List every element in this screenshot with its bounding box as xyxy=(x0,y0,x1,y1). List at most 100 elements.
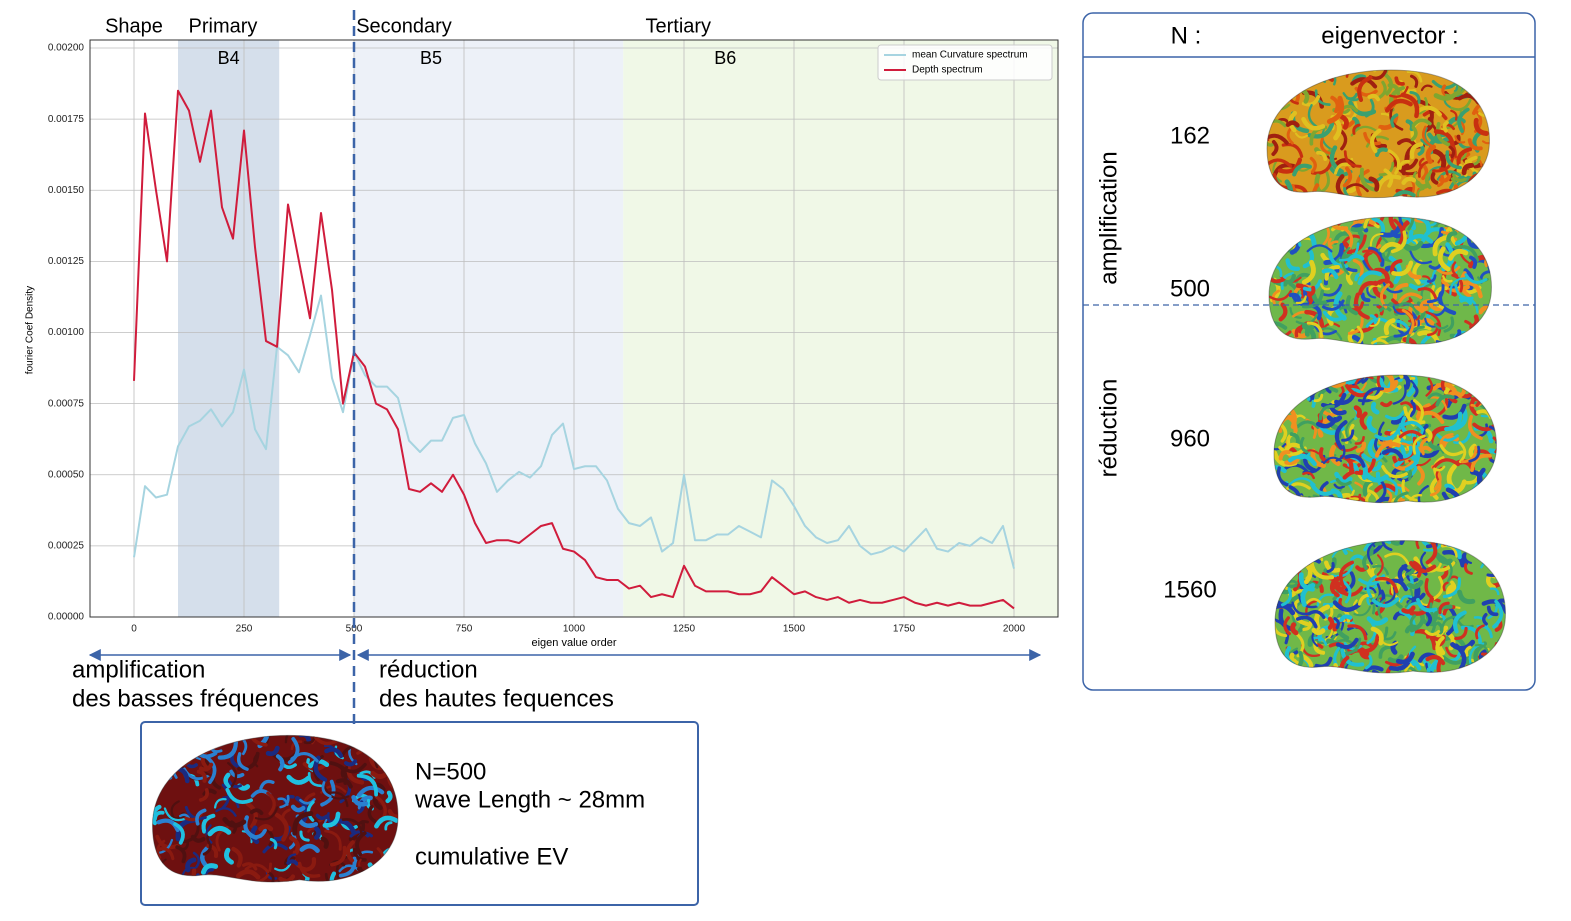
brain-fold xyxy=(204,755,217,784)
brain-fold xyxy=(1318,404,1335,421)
brain-fold xyxy=(1338,560,1355,587)
brain-fold xyxy=(1430,148,1447,170)
brain-fold xyxy=(335,778,353,789)
brain-fold xyxy=(1449,580,1457,595)
brain-fold xyxy=(254,806,279,821)
brain-fold xyxy=(1276,466,1292,488)
brain-fold xyxy=(1320,283,1343,297)
brain-fold xyxy=(1309,559,1335,580)
brain-fold xyxy=(1442,275,1453,283)
brain-fold xyxy=(1394,76,1405,86)
brain-fold xyxy=(1345,295,1359,316)
brain-fold xyxy=(1399,594,1413,603)
panel-n: 1560 xyxy=(1163,576,1216,603)
brain-fold xyxy=(1381,448,1404,460)
brain-fold xyxy=(1442,120,1449,133)
brain-fold xyxy=(1417,317,1437,329)
brain-fold xyxy=(1358,281,1379,296)
brain-fold xyxy=(1427,132,1450,144)
y-tick-label: 0.00200 xyxy=(48,43,85,54)
brain-fold xyxy=(339,762,367,774)
brain-fold xyxy=(355,831,367,857)
brain-fold xyxy=(1464,563,1473,575)
brain-fold xyxy=(330,845,347,867)
brain-fold xyxy=(274,862,292,872)
brain-fold xyxy=(1421,163,1429,181)
brain-fold xyxy=(1363,217,1383,229)
panel-n: 500 xyxy=(1170,275,1210,302)
brain-fold xyxy=(1368,246,1385,267)
brain-fold xyxy=(1441,555,1453,582)
brain-fold xyxy=(1327,616,1335,630)
band-name: Tertiary xyxy=(645,15,711,37)
band-name: Shape xyxy=(105,15,163,37)
brain-fold xyxy=(274,812,289,842)
brain-fold xyxy=(1363,249,1373,265)
brain-fold xyxy=(1401,176,1417,185)
band xyxy=(354,39,624,617)
brain-fold xyxy=(1452,610,1467,634)
brain-fold xyxy=(1412,384,1419,398)
brain-fold xyxy=(1407,579,1424,590)
legend-box xyxy=(877,44,1053,81)
brain-fold xyxy=(184,805,207,820)
brain-fold xyxy=(322,811,341,828)
brain-fold xyxy=(1285,120,1300,128)
brain-fold xyxy=(237,751,260,771)
brain-fold xyxy=(1347,624,1368,641)
brain-fold xyxy=(1400,375,1411,390)
brain-fold xyxy=(1345,493,1362,503)
brain-fold xyxy=(1295,295,1307,305)
brain-fold xyxy=(1473,117,1489,136)
brain-fold xyxy=(248,828,267,839)
brain-fold xyxy=(1321,268,1339,280)
brain-fold xyxy=(262,842,288,854)
brain-fold xyxy=(1424,578,1441,603)
brain-fold xyxy=(1314,656,1333,669)
brain-fold xyxy=(1419,437,1429,455)
brain-fold xyxy=(1374,426,1402,441)
brain-fold xyxy=(1424,317,1437,328)
brain-fold xyxy=(1289,432,1300,445)
brain-edge xyxy=(1274,540,1506,674)
brain-fold xyxy=(1379,241,1403,253)
brain-fold xyxy=(1457,107,1470,133)
brain-fold xyxy=(1334,162,1352,175)
brain-fold xyxy=(1432,458,1460,470)
brain-fold xyxy=(324,747,344,759)
brain-fold xyxy=(1305,597,1322,604)
brain-fold xyxy=(1370,401,1380,415)
brain-fold xyxy=(1359,411,1368,430)
detail-text: N=500 xyxy=(415,758,486,785)
brain-fold xyxy=(1439,167,1449,176)
y-tick-label: 0.00025 xyxy=(48,541,85,552)
brain-fold xyxy=(1390,259,1403,275)
brain-fold xyxy=(1434,265,1461,275)
brain-fold xyxy=(201,813,216,834)
brain-fold xyxy=(1421,125,1433,147)
brain-fold xyxy=(1413,303,1429,312)
brain-fold xyxy=(320,779,336,807)
brain-fold xyxy=(1366,575,1377,599)
brain-fold xyxy=(1356,325,1364,345)
brain-fold xyxy=(225,787,253,804)
brain-fold xyxy=(1425,377,1434,397)
brain-fold xyxy=(1388,255,1402,285)
brain-fold xyxy=(1311,183,1325,198)
brain-fold xyxy=(1475,624,1485,640)
brain-fold xyxy=(290,752,319,763)
plot xyxy=(133,89,1015,610)
brain-fold xyxy=(1389,85,1409,98)
brain-fold xyxy=(1482,613,1488,626)
brain-fold xyxy=(163,807,187,822)
brain-fold xyxy=(299,843,320,853)
brain-fold xyxy=(1381,464,1408,479)
brain-fold xyxy=(1388,217,1400,233)
brain-edge xyxy=(1268,216,1492,346)
brain-fold xyxy=(1365,388,1385,400)
brain-fold xyxy=(1397,563,1408,583)
brain-fold xyxy=(1399,540,1425,545)
brain-fold xyxy=(1315,416,1338,429)
brain-fold xyxy=(1334,420,1348,450)
brain-fold xyxy=(1468,254,1492,269)
